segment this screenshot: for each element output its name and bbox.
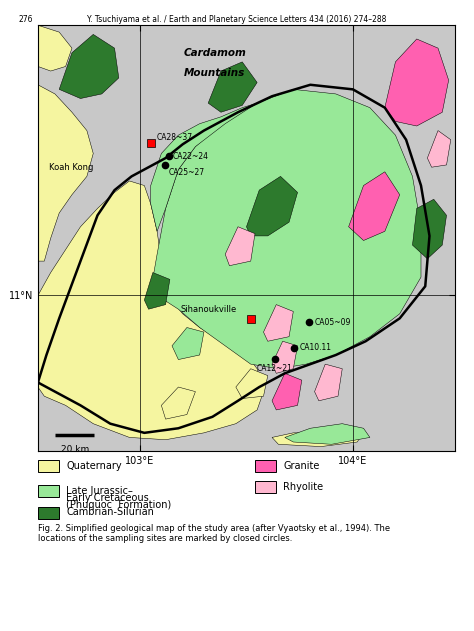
Text: Late Jurassic–: Late Jurassic– (66, 486, 133, 496)
Polygon shape (161, 387, 195, 419)
Polygon shape (285, 423, 370, 444)
Bar (38, 461, 59, 472)
Polygon shape (225, 227, 255, 266)
Text: CA12~21: CA12~21 (257, 364, 293, 373)
Polygon shape (38, 181, 264, 440)
Polygon shape (38, 25, 72, 71)
Polygon shape (412, 199, 447, 259)
Polygon shape (428, 131, 451, 167)
Text: Sihanoukville: Sihanoukville (180, 305, 237, 314)
Bar (38, 485, 59, 497)
Polygon shape (38, 85, 93, 261)
Polygon shape (315, 364, 342, 401)
Polygon shape (172, 327, 204, 360)
Polygon shape (151, 90, 421, 369)
Polygon shape (272, 374, 302, 410)
Text: CA28~37: CA28~37 (157, 133, 193, 141)
Polygon shape (151, 103, 257, 232)
Polygon shape (264, 305, 293, 341)
Bar (38, 507, 59, 519)
Text: 20 km: 20 km (61, 445, 89, 454)
Polygon shape (272, 428, 364, 447)
Polygon shape (208, 62, 257, 112)
Text: Fig. 2. Simplified geological map of the study area (after Vyaotsky et al., 1994: Fig. 2. Simplified geological map of the… (38, 524, 390, 543)
Text: Quaternary: Quaternary (66, 461, 122, 471)
Text: CA25~27: CA25~27 (169, 168, 205, 177)
Text: (Phuquoc  Formation): (Phuquoc Formation) (66, 500, 172, 510)
Text: 276: 276 (19, 15, 34, 23)
Text: CA05~09: CA05~09 (315, 318, 351, 327)
Polygon shape (59, 35, 119, 98)
Text: Mountains: Mountains (184, 68, 245, 78)
Text: Y. Tsuchiyama et al. / Earth and Planetary Science Letters 434 (2016) 274–288: Y. Tsuchiyama et al. / Earth and Planeta… (87, 15, 387, 23)
Polygon shape (144, 273, 170, 309)
Text: CA22~24: CA22~24 (173, 151, 209, 161)
Polygon shape (385, 39, 449, 126)
Text: CA10.11: CA10.11 (300, 343, 332, 352)
Bar (255, 461, 276, 472)
Text: Early Cretaceous: Early Cretaceous (66, 493, 149, 503)
Polygon shape (349, 172, 400, 240)
Polygon shape (272, 341, 298, 374)
Bar (255, 481, 276, 493)
Text: Koah Kong: Koah Kong (49, 163, 93, 172)
Text: Cambrian-Silurian: Cambrian-Silurian (66, 507, 154, 517)
Text: Rhyolite: Rhyolite (283, 482, 323, 492)
Text: Cardamom: Cardamom (183, 48, 246, 57)
Polygon shape (246, 177, 298, 236)
Polygon shape (236, 369, 268, 399)
Text: Granite: Granite (283, 461, 319, 471)
